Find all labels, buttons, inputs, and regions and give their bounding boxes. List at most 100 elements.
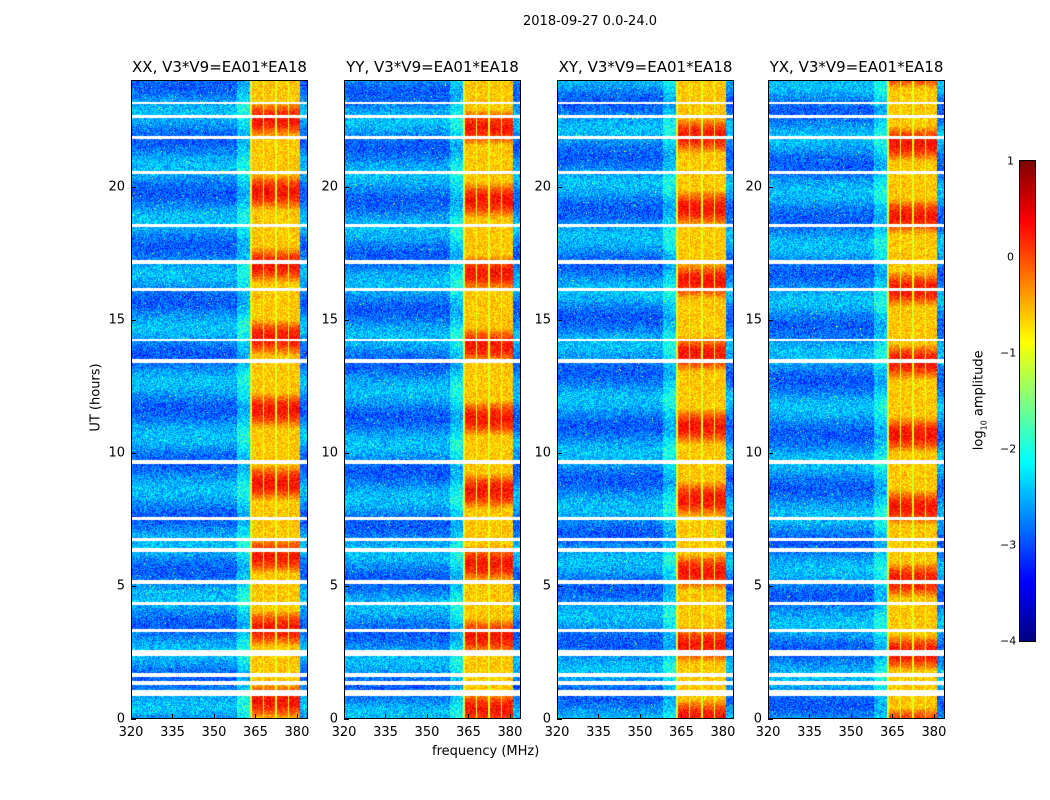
x-tick (809, 714, 811, 719)
spectrogram-panel-2: YY, V3*V9=EA01*EA18 320 335 350 365 380 0 5 10 15… (321, 58, 522, 740)
panel-title: YX, V3*V9=EA01*EA18 (769, 58, 944, 76)
x-tick (892, 714, 894, 719)
x-tick (213, 714, 215, 719)
y-tick (131, 585, 136, 587)
y-tick (557, 452, 562, 454)
y-tick (131, 719, 136, 720)
colorbar-tick-label: 0 (1007, 250, 1014, 264)
x-tick-label: 335 (373, 725, 398, 740)
x-tick-label: 350 (627, 725, 653, 740)
x-tick (296, 714, 298, 719)
y-tick-label: 20 (745, 179, 762, 194)
x-axis-label: frequency (MHz) (432, 744, 540, 759)
x-tick (509, 714, 511, 719)
colorbar-label: log10 amplitude (971, 350, 989, 451)
y-tick (131, 186, 136, 188)
y-tick (768, 319, 773, 321)
x-tick (639, 714, 641, 719)
x-tick-label: 380 (921, 725, 947, 740)
y-tick-label: 5 (329, 578, 338, 594)
y-tick-label: 10 (321, 445, 338, 461)
colorbar-tick-label: −2 (1000, 442, 1017, 456)
y-tick (344, 719, 349, 720)
x-tick (468, 714, 470, 719)
x-tick-label: 320 (755, 725, 781, 740)
colorbar-tick-label: −4 (1000, 634, 1017, 648)
x-tick (768, 714, 769, 719)
y-tick (131, 452, 136, 454)
y-tick-label: 20 (108, 179, 125, 194)
x-tick (344, 714, 345, 719)
y-tick-label: 0 (116, 711, 125, 727)
x-tick-label: 350 (838, 725, 864, 740)
y-tick-label: 15 (534, 312, 551, 328)
x-tick-label: 365 (243, 725, 268, 740)
x-tick-label: 335 (160, 725, 185, 740)
y-tick-label: 20 (321, 179, 338, 194)
y-tick (557, 319, 562, 321)
x-tick (557, 714, 558, 719)
y-tick-label: 15 (321, 312, 338, 328)
x-tick-label: 365 (669, 725, 694, 740)
y-tick-label: 0 (329, 711, 338, 727)
y-tick (344, 319, 349, 321)
y-tick-label: 0 (753, 711, 762, 727)
colorbar (1019, 160, 1036, 642)
x-tick (131, 714, 132, 719)
x-tick-label: 380 (284, 725, 310, 740)
x-tick-label: 380 (497, 725, 523, 740)
y-tick (344, 452, 349, 454)
heatmap-image (557, 80, 734, 719)
colorbar-tick-label: −3 (1000, 538, 1017, 552)
x-tick (598, 714, 600, 719)
axes-frame (131, 80, 308, 719)
colorbar-tick-label: −1 (1000, 346, 1017, 360)
y-tick (768, 186, 773, 188)
x-tick (385, 714, 387, 719)
panel-title: XX, V3*V9=EA01*EA18 (132, 58, 307, 76)
y-axis-label: UT (hours) (88, 363, 104, 432)
y-tick (557, 585, 562, 587)
heatmap-image (344, 80, 521, 719)
spectrogram-panel-1: XX, V3*V9=EA01*EA18 320 335 350 365 380 0 5 10 15… (108, 58, 309, 740)
y-tick (344, 186, 349, 188)
x-tick (172, 714, 174, 719)
axes-frame (344, 80, 521, 719)
y-tick (557, 186, 562, 188)
y-tick (768, 585, 773, 587)
axes-frame (557, 80, 734, 719)
x-tick-label: 320 (118, 725, 144, 740)
x-tick (255, 714, 257, 719)
y-tick (131, 319, 136, 321)
figure-title: 2018-09-27 0.0-24.0 (523, 14, 657, 29)
y-tick-label: 10 (745, 445, 762, 461)
spectrogram-panel-3: XY, V3*V9=EA01*EA18 320 335 350 365 380 0 5 10 15… (534, 58, 735, 740)
x-tick (681, 714, 683, 719)
panel-title: YY, V3*V9=EA01*EA18 (346, 58, 519, 76)
y-tick-label: 15 (745, 312, 762, 328)
y-tick-label: 0 (542, 711, 551, 727)
y-tick-label: 10 (534, 445, 551, 461)
x-tick (722, 714, 724, 719)
x-tick-label: 365 (880, 725, 905, 740)
colorbar-tick-label: 1 (1007, 154, 1014, 168)
y-tick-label: 15 (108, 312, 125, 328)
x-tick-label: 380 (710, 725, 736, 740)
y-tick-label: 10 (108, 445, 125, 461)
panel-title: XY, V3*V9=EA01*EA18 (558, 58, 733, 76)
heatmap-image (768, 80, 945, 719)
y-tick (768, 719, 773, 720)
y-tick (768, 452, 773, 454)
axes-frame (768, 80, 945, 719)
y-tick-label: 5 (116, 578, 125, 594)
x-tick-label: 335 (586, 725, 611, 740)
x-tick (933, 714, 935, 719)
y-tick-label: 20 (534, 179, 551, 194)
x-tick-label: 365 (456, 725, 481, 740)
spectrogram-panel-4: YX, V3*V9=EA01*EA18 320 335 350 365 380 0 5 10 15… (745, 58, 946, 740)
y-tick-label: 5 (753, 578, 762, 594)
x-tick-label: 320 (544, 725, 570, 740)
y-tick (557, 719, 562, 720)
heatmap-image (131, 80, 308, 719)
